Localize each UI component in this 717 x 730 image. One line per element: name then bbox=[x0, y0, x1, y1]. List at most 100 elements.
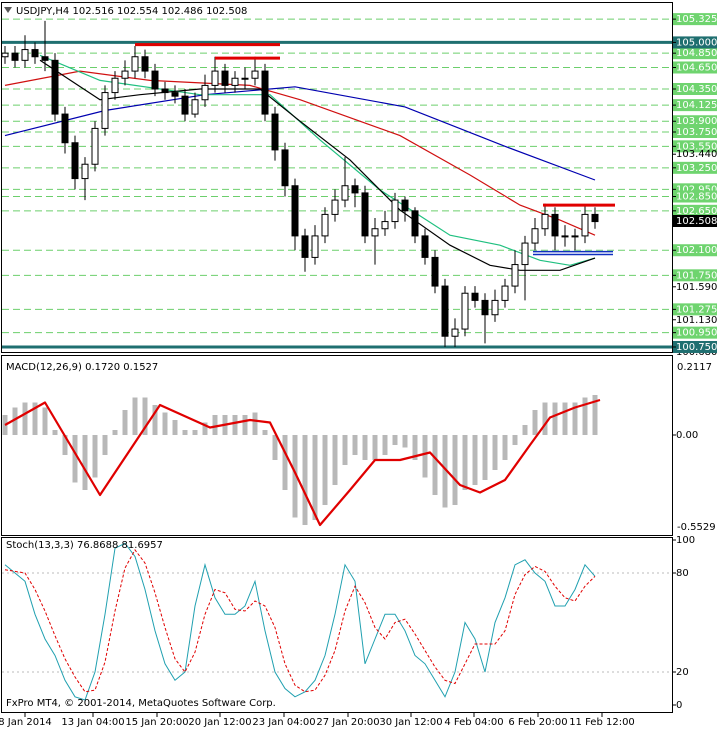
candle-body bbox=[11, 52, 19, 61]
key-level-label-bg bbox=[673, 340, 717, 353]
stoch-title: Stoch(13,3,3) 76.8688 81.6957 bbox=[6, 540, 163, 551]
candle-body bbox=[401, 199, 409, 212]
level-label: 101.275 bbox=[676, 304, 717, 315]
candle-body bbox=[531, 228, 539, 244]
macd-bar bbox=[522, 425, 528, 435]
candle-body bbox=[91, 127, 99, 165]
macd-bar bbox=[252, 412, 258, 435]
macd-bar bbox=[142, 397, 148, 435]
candle-body bbox=[511, 264, 519, 287]
macd-bar bbox=[502, 435, 508, 460]
x-tick-label: 20 Jan 12:00 bbox=[188, 717, 251, 728]
candle-body bbox=[241, 77, 249, 80]
candle-body bbox=[571, 235, 579, 238]
macd-bar bbox=[42, 407, 48, 435]
stoch-panel bbox=[1, 537, 673, 713]
level-label-bg bbox=[673, 82, 717, 95]
level-label: 104.125 bbox=[676, 100, 717, 111]
macd-bar bbox=[302, 435, 308, 525]
candle-body bbox=[371, 228, 379, 237]
candle-body bbox=[191, 99, 199, 115]
candle-body bbox=[491, 299, 499, 316]
candle-body bbox=[591, 213, 599, 223]
level-label: 104.350 bbox=[676, 84, 717, 95]
macd-bar bbox=[162, 412, 168, 435]
candle-body bbox=[211, 70, 219, 86]
macd-bar bbox=[582, 397, 588, 435]
x-tick-label: 27 Jan 20:00 bbox=[316, 717, 379, 728]
x-tick-label: 15 Jan 20:00 bbox=[125, 717, 188, 728]
main-panel bbox=[1, 2, 673, 353]
macd-bar bbox=[242, 415, 248, 435]
candle-body bbox=[481, 299, 489, 316]
x-tick-label: 4 Feb 04:00 bbox=[444, 717, 503, 728]
candle-body bbox=[131, 56, 139, 72]
level-label-bg bbox=[673, 269, 717, 282]
y-tick-label: 0 bbox=[676, 700, 682, 711]
macd-bar bbox=[32, 402, 38, 435]
level-label-bg bbox=[673, 161, 717, 174]
level-label-bg bbox=[673, 115, 717, 128]
macd-bar bbox=[22, 402, 28, 435]
level-label: 102.100 bbox=[676, 245, 717, 256]
moving-average bbox=[39, 59, 596, 271]
candle-body bbox=[581, 213, 589, 237]
macd-bar bbox=[152, 405, 158, 435]
macd-bar bbox=[542, 402, 548, 435]
candle-body bbox=[361, 192, 369, 237]
signal-line bbox=[4, 398, 601, 527]
candle-body bbox=[161, 88, 169, 94]
macd-bar bbox=[482, 435, 488, 480]
x-tick-label: 13 Jan 04:00 bbox=[61, 717, 124, 728]
macd-bar bbox=[462, 435, 468, 490]
macd-bar bbox=[52, 430, 58, 435]
macd-bar bbox=[172, 420, 178, 435]
candle-body bbox=[421, 235, 429, 258]
candle-body bbox=[111, 77, 119, 94]
macd-bar bbox=[492, 435, 498, 470]
level-label-bg bbox=[673, 244, 717, 257]
level-label: 102.850 bbox=[676, 191, 717, 202]
candle-body bbox=[271, 113, 279, 151]
y-tick-label: 101.130 bbox=[676, 315, 717, 326]
level-label: 102.650 bbox=[676, 206, 717, 217]
candle-body bbox=[441, 285, 449, 337]
macd-bar bbox=[592, 395, 598, 435]
last-price-label-bg bbox=[673, 214, 717, 227]
macd-bar bbox=[102, 435, 108, 455]
macd-bar bbox=[212, 415, 218, 435]
y-tick-label: 80 bbox=[676, 568, 689, 579]
candle-body bbox=[471, 292, 479, 301]
macd-panel bbox=[1, 355, 673, 536]
macd-bar bbox=[262, 430, 268, 435]
candle-body bbox=[561, 235, 569, 238]
x-tick-label: 30 Jan 12:00 bbox=[379, 717, 442, 728]
candle-body bbox=[451, 328, 459, 337]
macd-bar bbox=[572, 402, 578, 435]
level-label-bg bbox=[673, 303, 717, 316]
level-label: 104.650 bbox=[676, 62, 717, 73]
macd-bar bbox=[322, 435, 328, 505]
level-label-bg bbox=[673, 190, 717, 203]
macd-bar bbox=[62, 435, 68, 455]
copyright: FxPro MT4, © 2001-2014, MetaQuotes Softw… bbox=[6, 698, 276, 709]
candle-body bbox=[381, 221, 389, 230]
candle-body bbox=[81, 163, 89, 180]
macd-title: MACD(12,26,9) 0.1720 0.1527 bbox=[6, 362, 158, 373]
macd-bar bbox=[432, 435, 438, 495]
macd-bar bbox=[562, 402, 568, 435]
macd-bar bbox=[232, 415, 238, 435]
macd-bar bbox=[132, 397, 138, 435]
macd-bar bbox=[182, 430, 188, 435]
candle-body bbox=[231, 77, 239, 86]
candle-body bbox=[201, 84, 209, 101]
level-label: 101.750 bbox=[676, 270, 717, 281]
level-label-bg bbox=[673, 99, 717, 112]
y-tick-label: 103.440 bbox=[676, 149, 717, 160]
candle-body bbox=[1, 52, 9, 58]
macd-bar bbox=[352, 435, 358, 455]
macd-bar bbox=[342, 435, 348, 465]
macd-bar bbox=[532, 410, 538, 435]
x-tick-label: 6 Feb 20:00 bbox=[508, 717, 567, 728]
candle-body bbox=[331, 199, 339, 215]
